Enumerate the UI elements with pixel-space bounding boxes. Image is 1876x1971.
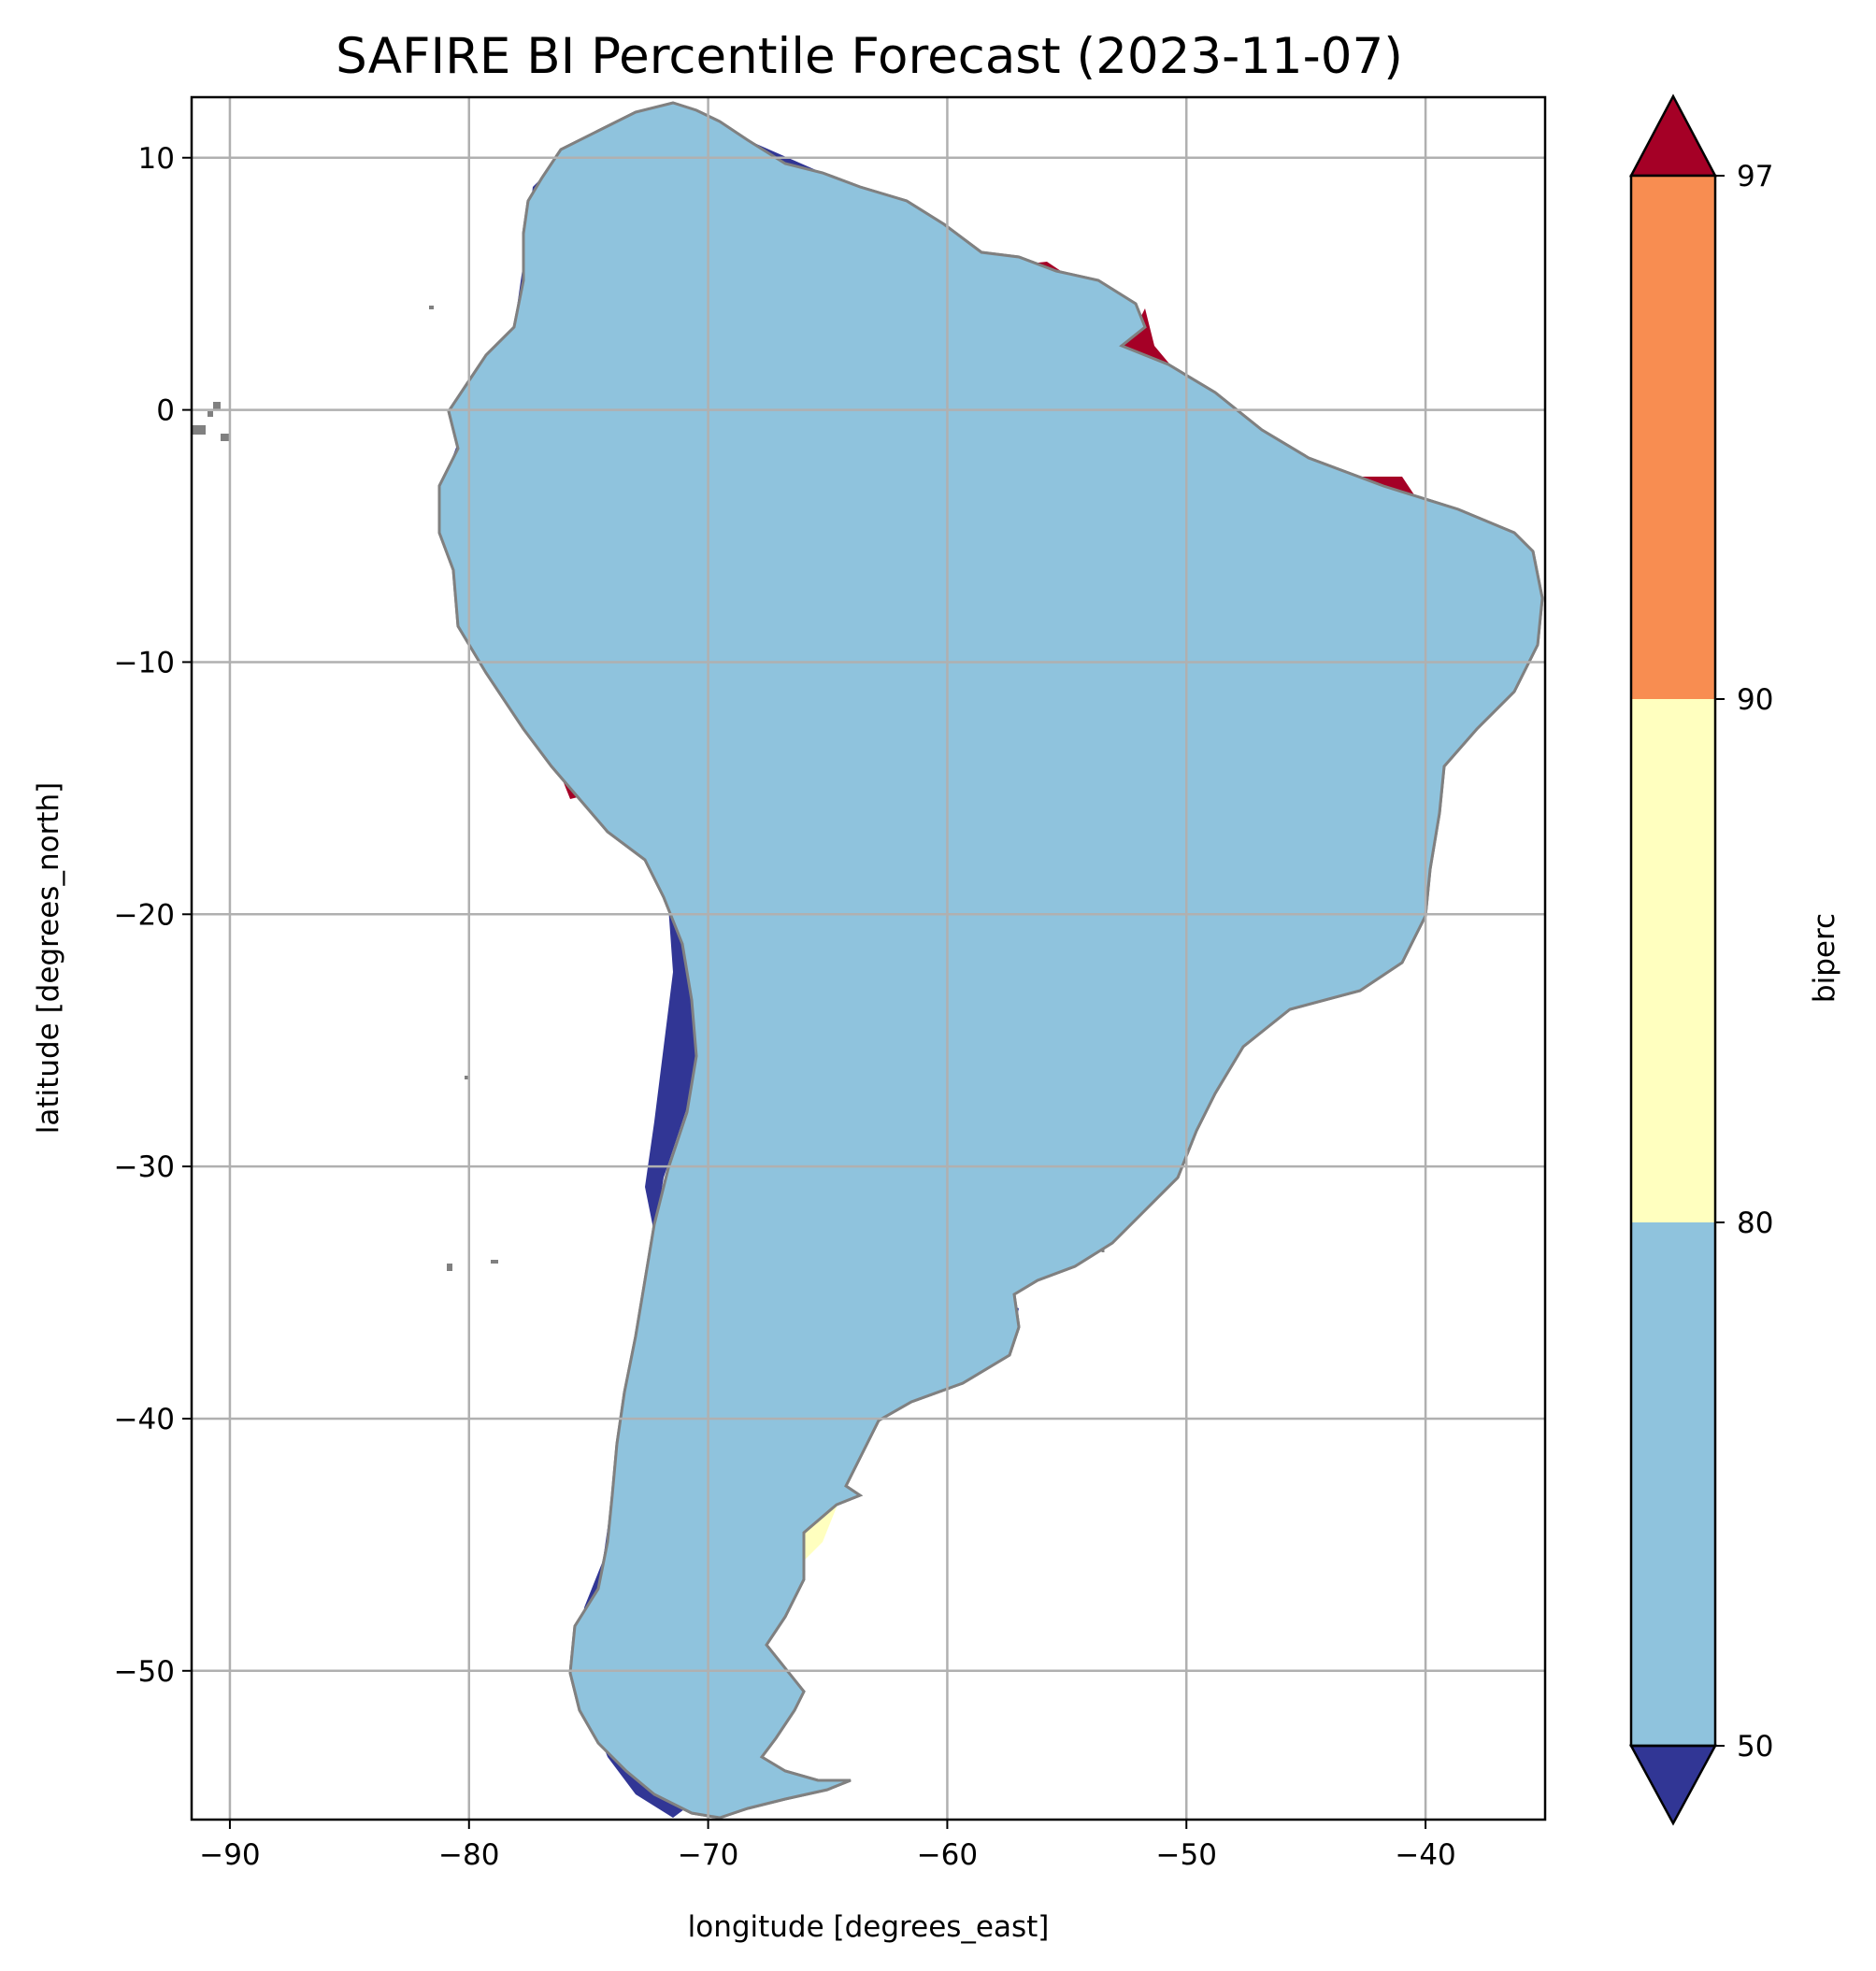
colorbar-extend-top: [1628, 93, 1718, 178]
y-tick-label: −10: [114, 646, 175, 679]
galapagos-islands: [193, 402, 230, 441]
colorbar-bin-80-90: [1631, 699, 1715, 1222]
island-speck: [447, 1264, 452, 1271]
y-tick-label: −50: [114, 1655, 175, 1689]
island-speck: [429, 306, 434, 309]
colorbar-tick-label: 50: [1737, 1730, 1773, 1764]
colorbar-bin-50-80: [1631, 1222, 1715, 1746]
colorbar-tick-label: 80: [1737, 1207, 1773, 1240]
island-speck: [465, 1076, 470, 1079]
colorbar: 50 80 90 97 biperc: [1628, 93, 1841, 1826]
map-plot-area: [192, 97, 1545, 1820]
chart-title: SAFIRE BI Percentile Forecast (2023-11-0…: [336, 28, 1403, 85]
y-tick-label: −30: [114, 1150, 175, 1184]
x-tick-label: −70: [678, 1838, 738, 1872]
colorbar-tick-label: 97: [1737, 160, 1773, 193]
y-tick-label: 0: [156, 394, 175, 428]
x-tick-label: −80: [438, 1838, 499, 1872]
island-speck: [491, 1260, 498, 1264]
y-axis: 10 0 −10 −20 −30 −40 −50: [114, 142, 192, 1689]
plot-frame: [190, 95, 1547, 1821]
x-tick-label: −40: [1395, 1838, 1455, 1872]
gridlines: [192, 97, 1545, 1820]
colorbar-tick-label: 90: [1737, 683, 1773, 717]
y-tick-label: −20: [114, 898, 175, 932]
x-tick-label: −50: [1156, 1838, 1217, 1872]
x-axis-title: longitude [degrees_east]: [688, 1910, 1050, 1944]
colorbar-label: biperc: [1808, 913, 1841, 1003]
y-axis-title: latitude [degrees_north]: [32, 782, 65, 1134]
colorbar-bin-90-97: [1631, 176, 1715, 699]
x-tick-label: −60: [917, 1838, 978, 1872]
y-tick-label: −40: [114, 1403, 175, 1436]
y-tick-label: 10: [138, 142, 175, 176]
colorbar-extend-bottom: [1628, 1744, 1718, 1826]
x-axis: −90 −80 −70 −60 −50 −40: [199, 1820, 1456, 1872]
x-tick-label: −90: [199, 1838, 260, 1872]
